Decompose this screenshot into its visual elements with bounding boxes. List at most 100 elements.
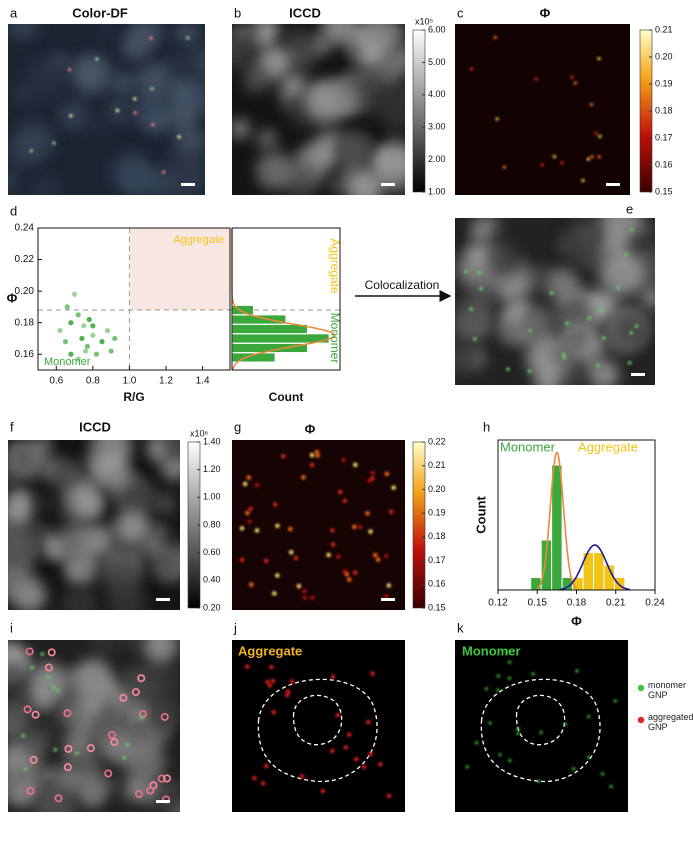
x-axis-label: Φ xyxy=(571,613,582,628)
particle xyxy=(293,555,299,561)
image-texture xyxy=(27,663,70,705)
image-texture xyxy=(8,523,40,564)
particle xyxy=(384,471,390,477)
particle xyxy=(629,331,634,335)
particle xyxy=(507,660,512,664)
particle xyxy=(531,672,535,676)
data-point xyxy=(108,348,114,354)
colorbar-tick-label: 0.19 xyxy=(428,508,446,518)
data-point xyxy=(104,327,111,334)
particle xyxy=(330,748,335,753)
image-panel xyxy=(455,218,655,385)
x-tick-label: 0.8 xyxy=(86,376,100,387)
particle xyxy=(326,552,331,558)
image-texture xyxy=(252,24,280,43)
particle xyxy=(137,674,146,683)
particle xyxy=(31,710,40,719)
image-texture xyxy=(387,42,405,76)
particle xyxy=(616,286,621,290)
image-texture xyxy=(116,510,150,543)
data-point xyxy=(86,316,92,323)
x-axis-label: R/G xyxy=(123,390,144,404)
image-texture xyxy=(560,365,583,385)
particle xyxy=(302,595,308,601)
annotation: Aggregate xyxy=(328,238,342,294)
image-texture xyxy=(172,82,192,102)
histogram-bar xyxy=(530,577,542,591)
data-point xyxy=(68,320,74,326)
data-point xyxy=(82,348,89,354)
particle xyxy=(600,772,605,776)
particle xyxy=(157,774,166,783)
colorbar-tick-label: 1.00 xyxy=(428,186,446,196)
colorbar-tick-label: 1.00 xyxy=(203,492,221,502)
image-texture xyxy=(141,640,178,663)
colorbar-tick-label: 1.20 xyxy=(203,464,221,474)
particle xyxy=(296,583,302,589)
image-texture xyxy=(600,252,645,297)
image-texture xyxy=(76,60,100,85)
image-texture xyxy=(111,152,154,194)
particle xyxy=(370,671,375,676)
image-texture xyxy=(163,440,180,455)
particle xyxy=(506,650,510,654)
particle xyxy=(373,553,378,558)
x-axis-label: Count xyxy=(269,390,304,404)
image-texture xyxy=(548,270,580,301)
colorbar-tick-label: 0.16 xyxy=(428,579,446,589)
image-texture xyxy=(25,55,69,100)
colorbar-tick-label: 0.20 xyxy=(203,602,221,612)
axes-frame xyxy=(231,227,341,371)
image-texture xyxy=(247,26,260,39)
image-texture xyxy=(466,283,495,313)
image-texture xyxy=(50,458,83,492)
y-tick-label: 0.16 xyxy=(15,349,35,360)
image-texture xyxy=(467,243,491,267)
colorbar xyxy=(412,29,426,193)
particle xyxy=(309,452,315,458)
image-texture xyxy=(486,241,522,277)
particle xyxy=(125,742,130,747)
particle xyxy=(119,693,128,702)
image-panel xyxy=(455,640,628,812)
image-panel xyxy=(455,24,630,195)
image-background xyxy=(232,640,405,812)
particle xyxy=(469,307,473,311)
arrow-label: Colocalization xyxy=(365,278,440,292)
particle xyxy=(47,648,56,657)
particle xyxy=(386,793,392,799)
colorbar-exponent: x10⁶ xyxy=(190,428,209,438)
x-tick-label: 0.15 xyxy=(528,598,548,609)
image-texture xyxy=(348,42,365,59)
image-texture xyxy=(57,99,90,131)
particle xyxy=(368,529,373,534)
particle xyxy=(246,475,252,480)
particle xyxy=(465,765,469,769)
nucleus-outline xyxy=(292,694,343,746)
particle xyxy=(338,489,343,495)
colorbar-tick-label: 0.20 xyxy=(655,51,673,61)
colorbar-tick-label: 4.00 xyxy=(428,89,446,99)
particle xyxy=(464,269,468,274)
particle xyxy=(594,131,598,136)
data-point xyxy=(79,335,85,342)
particle xyxy=(248,506,253,512)
data-point xyxy=(68,351,74,357)
colorbar-tick-label: 0.21 xyxy=(655,24,673,34)
image-panel xyxy=(232,640,405,812)
colorbar-tick-label: 0.22 xyxy=(428,436,446,446)
image-texture xyxy=(337,133,370,166)
particle xyxy=(131,688,140,697)
particle xyxy=(552,154,557,159)
particle xyxy=(370,476,375,481)
panel-title: Aggregate xyxy=(238,643,302,658)
particle xyxy=(46,675,50,680)
panel-title: Φ xyxy=(540,5,551,20)
particle xyxy=(330,528,335,533)
image-texture xyxy=(364,24,401,50)
colorbar-tick-label: 0.16 xyxy=(655,159,673,169)
particle xyxy=(302,588,307,594)
particle xyxy=(590,155,594,159)
colorbar-tick-label: 0.20 xyxy=(428,484,446,494)
particle xyxy=(495,117,499,121)
